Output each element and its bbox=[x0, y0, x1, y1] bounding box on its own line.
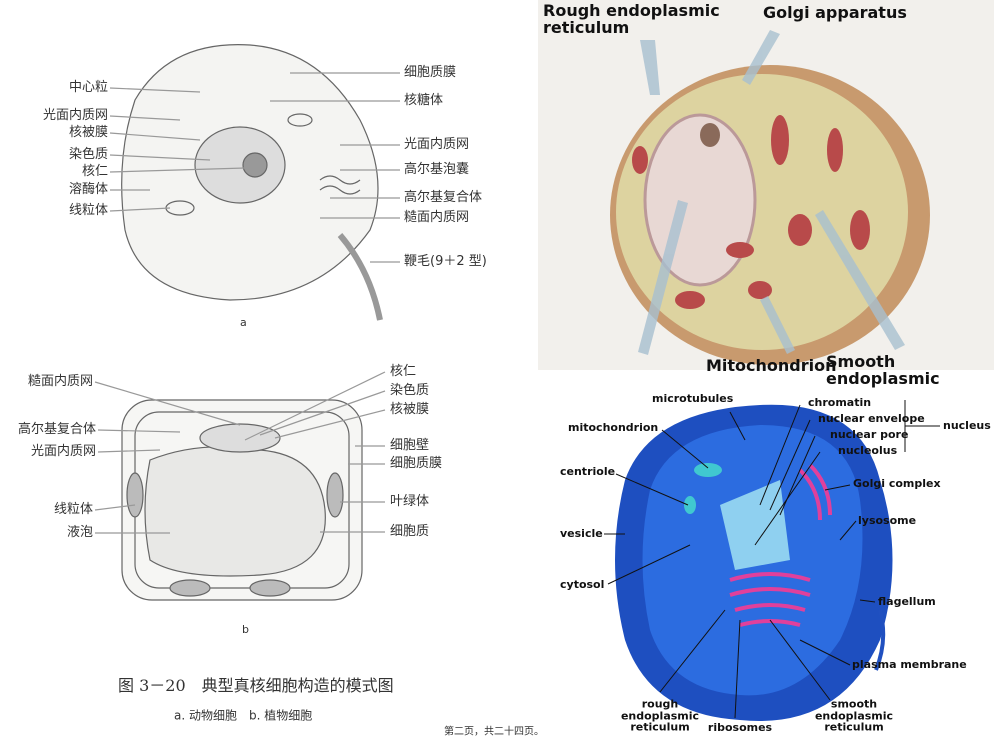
panel-label: a bbox=[240, 315, 247, 329]
label: 高尔基复合体 bbox=[404, 189, 483, 205]
label: Smooth endoplasmic bbox=[826, 352, 940, 388]
label: nucleus bbox=[943, 419, 991, 433]
label: plasma membrane bbox=[852, 658, 967, 672]
label: nuclear envelope bbox=[818, 412, 925, 426]
label: 核被膜 bbox=[390, 401, 430, 417]
label: smooth endoplasmic reticulum bbox=[814, 697, 894, 734]
label: centriole bbox=[560, 465, 616, 479]
label: 线粒体 bbox=[68, 202, 108, 218]
label: Rough endoplasmic reticulum bbox=[543, 1, 720, 37]
label: Golgi complex bbox=[853, 477, 941, 491]
label: 糙面内质网 bbox=[27, 373, 93, 389]
figure-caption: 图 3－20 典型真核细胞构造的模式图 bbox=[118, 676, 394, 696]
label: 光面内质网 bbox=[30, 443, 96, 459]
label: 液泡 bbox=[66, 524, 93, 540]
label: 核被膜 bbox=[68, 124, 108, 140]
label: 核糖体 bbox=[404, 92, 444, 108]
figure-subcaption: a. 动物细胞 b. 植物细胞 bbox=[174, 708, 313, 723]
label: 中心粒 bbox=[68, 79, 108, 95]
cell-photo-bottom bbox=[604, 400, 940, 721]
label: Mitochondrion bbox=[706, 356, 837, 375]
label: 染色质 bbox=[68, 146, 108, 162]
label: rough endoplasmic reticulum bbox=[620, 697, 700, 734]
panel-label: b bbox=[242, 622, 249, 636]
label: 细胞质 bbox=[390, 523, 430, 539]
label: 糙面内质网 bbox=[404, 209, 470, 225]
label: ribosomes bbox=[707, 721, 773, 735]
plant-cell-drawing bbox=[94, 371, 386, 601]
label: nucleolus bbox=[838, 444, 898, 458]
label: chromatin bbox=[808, 396, 872, 410]
label: 高尔基泡囊 bbox=[404, 161, 470, 177]
label: 细胞质膜 bbox=[404, 64, 457, 80]
cell-photo-top bbox=[538, 0, 994, 370]
label: 核仁 bbox=[390, 363, 417, 379]
label: 溶酶体 bbox=[68, 181, 108, 197]
label: 细胞质膜 bbox=[390, 455, 443, 471]
label: 细胞壁 bbox=[390, 437, 430, 453]
label: 染色质 bbox=[390, 382, 430, 398]
label: lysosome bbox=[858, 514, 917, 528]
label: cytosol bbox=[560, 578, 605, 592]
footer: 第二页，共二十四页。 bbox=[444, 726, 544, 738]
animal-cell-drawing bbox=[109, 44, 400, 321]
label: Golgi apparatus bbox=[763, 3, 907, 22]
label: 高尔基复合体 bbox=[17, 421, 96, 437]
label: flagellum bbox=[878, 595, 936, 609]
label: mitochondrion bbox=[568, 421, 659, 435]
label: microtubules bbox=[652, 392, 734, 406]
label: nuclear pore bbox=[830, 428, 909, 442]
label: vesicle bbox=[560, 527, 603, 541]
label: 光面内质网 bbox=[42, 107, 108, 123]
label: 线粒体 bbox=[53, 501, 93, 517]
label: 鞭毛(9＋2 型) bbox=[404, 253, 487, 269]
label: 叶绿体 bbox=[390, 493, 430, 509]
label: 核仁 bbox=[81, 163, 108, 179]
label: 光面内质网 bbox=[404, 136, 470, 152]
